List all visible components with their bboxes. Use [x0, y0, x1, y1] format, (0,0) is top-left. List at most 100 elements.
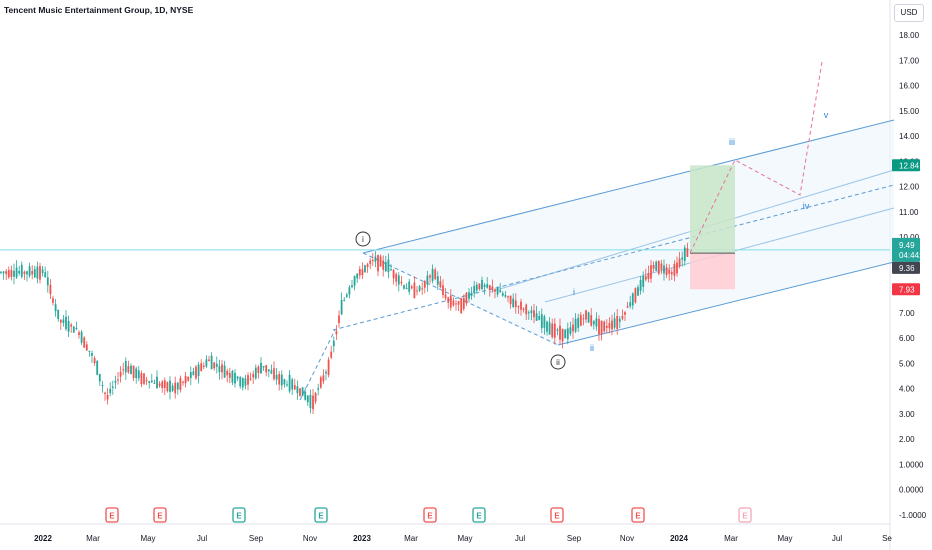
candle-body: [10, 270, 13, 277]
y-tick-label: 3.00: [899, 410, 915, 419]
candle-body: [340, 300, 343, 315]
candle-body: [351, 285, 353, 288]
candle-body: [28, 266, 31, 276]
y-tick-label: 15.00: [899, 107, 920, 116]
candle-body: [335, 331, 338, 335]
candle-body: [670, 272, 673, 275]
candle-body: [208, 359, 210, 361]
candle-body: [306, 395, 309, 403]
wave-label: iii: [729, 137, 735, 147]
candle-body: [603, 321, 606, 332]
candle-body: [429, 275, 431, 278]
candle-body: [345, 294, 348, 297]
y-tick-label: 11.00: [899, 208, 919, 217]
candle-body: [678, 258, 681, 267]
y-tick-label: 12.00: [899, 183, 920, 192]
candle-body: [158, 383, 161, 386]
candle-body: [686, 248, 689, 257]
candle-body: [80, 331, 83, 343]
candle-body: [600, 320, 603, 334]
x-tick-label: May: [777, 534, 792, 543]
earnings-marker: [153, 507, 167, 523]
candle-body: [676, 262, 678, 274]
candle-body: [520, 301, 522, 310]
candle-body: [169, 380, 171, 393]
x-tick-label: Nov: [620, 534, 634, 543]
candle-body: [52, 298, 54, 303]
candle-body: [452, 300, 455, 306]
candle-body: [270, 370, 273, 374]
candle-body: [252, 373, 255, 378]
candle-body: [655, 261, 658, 271]
candle-body: [122, 369, 125, 371]
chart-title: Tencent Music Entertainment Group, 1D, N…: [4, 5, 194, 15]
y-tick-label: 0.0000: [899, 486, 924, 495]
candle-body: [13, 270, 15, 277]
candle-body: [210, 355, 213, 370]
candle-body: [455, 303, 457, 305]
candle-body: [488, 285, 491, 290]
candle-body: [577, 317, 580, 328]
candle-body: [569, 327, 572, 334]
candle-body: [124, 360, 127, 373]
candle-body: [348, 287, 351, 295]
candle-body: [595, 318, 598, 327]
candle-body: [226, 370, 229, 376]
candle-body: [215, 363, 218, 367]
candle-body: [665, 267, 668, 275]
candle-body: [5, 271, 8, 275]
candle-body: [418, 286, 421, 291]
channel-lower-line: [557, 261, 895, 346]
currency-button[interactable]: USD: [894, 4, 924, 22]
candle-body: [241, 377, 244, 388]
earnings-marker-label: E: [476, 512, 482, 521]
candle-body: [236, 376, 239, 379]
candle-body: [111, 386, 114, 388]
candle-body: [618, 318, 621, 322]
target-badge-label: 12.84: [899, 161, 920, 170]
target-badge: [892, 159, 920, 172]
candle-body: [62, 319, 65, 324]
candle-body: [260, 362, 262, 374]
candle-body: [392, 269, 395, 279]
candle-body: [319, 377, 322, 388]
candle-body: [553, 323, 556, 338]
y-tick-label: 7.00: [899, 309, 915, 318]
candle-body: [361, 269, 364, 276]
candle-body: [161, 381, 164, 389]
candle-body: [223, 365, 226, 378]
candle-body: [384, 262, 387, 272]
x-tick-label: Mar: [86, 534, 100, 543]
candle-body: [301, 387, 304, 397]
candle-body: [574, 318, 577, 332]
y-tick-label: 18.00: [899, 31, 920, 40]
candle-body: [639, 279, 642, 291]
candle-body: [78, 332, 80, 336]
candle-body: [540, 314, 543, 329]
candle-body: [156, 376, 158, 389]
candle-body: [221, 364, 223, 373]
candle-body: [598, 318, 600, 335]
candle-body: [465, 292, 468, 304]
candle-body: [494, 289, 496, 292]
earnings-marker: [232, 507, 246, 523]
earnings-marker-label: E: [635, 512, 641, 521]
candle-body: [470, 292, 473, 296]
candle-body: [353, 276, 356, 286]
candle-body: [366, 264, 369, 267]
x-tick-label: Nov: [303, 534, 317, 543]
candle-body: [278, 373, 281, 385]
candle-body: [405, 287, 408, 290]
candle-body: [647, 273, 650, 279]
candle-body: [143, 373, 145, 384]
candle-body: [88, 350, 91, 352]
candle-body: [434, 269, 437, 280]
earnings-marker-label: E: [318, 512, 324, 521]
candle-body: [462, 297, 465, 309]
candle-body: [572, 324, 574, 332]
candle-body: [605, 325, 608, 328]
earnings-marker: [738, 507, 752, 523]
